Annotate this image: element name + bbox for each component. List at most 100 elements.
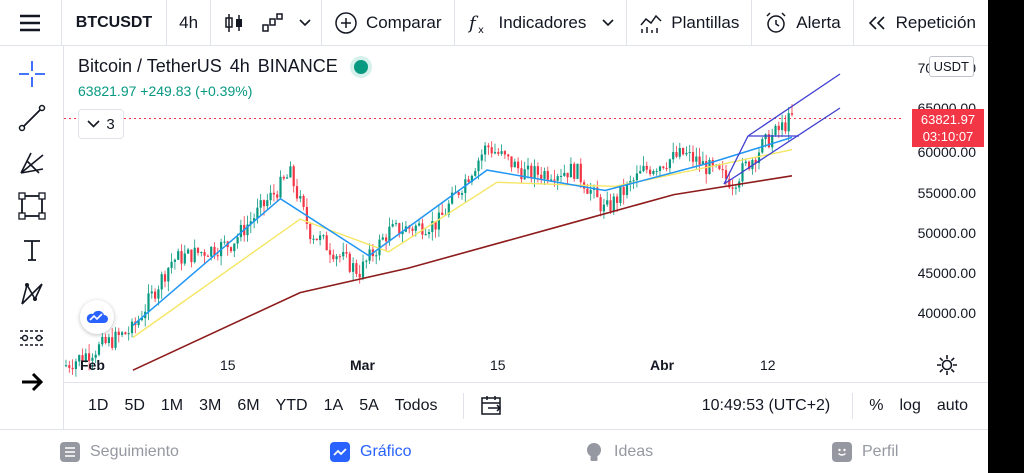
- candle-body: [401, 231, 404, 235]
- chart-type-button[interactable]: [257, 0, 289, 46]
- nav-watchlist[interactable]: Seguimiento: [60, 441, 179, 462]
- rectangle-icon: [17, 192, 46, 220]
- nav-watchlist-label: Seguimiento: [90, 442, 179, 460]
- prediction-tool[interactable]: [0, 316, 64, 360]
- legend-interval: 4h: [229, 56, 250, 76]
- text-tool[interactable]: [0, 228, 64, 272]
- candle-body: [513, 161, 516, 168]
- time-label: Abr: [650, 357, 675, 373]
- candle-body: [414, 225, 417, 231]
- currency-tag[interactable]: USDT: [928, 56, 974, 77]
- percent-scale-toggle[interactable]: %: [869, 397, 884, 414]
- rewind-icon: [866, 14, 888, 32]
- time-axis[interactable]: Feb 15 Mar 15 Abr 12: [64, 350, 988, 382]
- compare-button[interactable]: Comparar: [322, 0, 454, 46]
- more-tools-button[interactable]: [0, 360, 64, 404]
- range-1a[interactable]: 1A: [323, 396, 344, 414]
- candle-body: [325, 235, 328, 251]
- crosshair-icon: [18, 61, 45, 87]
- time-label: 15: [220, 357, 236, 373]
- range-all[interactable]: Todos: [394, 396, 438, 414]
- candle-body: [276, 194, 279, 198]
- price-scale[interactable]: 70000.00 65000.00 60000.00 55000.00 5000…: [904, 46, 988, 382]
- interval-button[interactable]: 4h: [179, 12, 199, 32]
- alert-button[interactable]: Alerta: [752, 0, 852, 46]
- candle-body: [546, 171, 549, 180]
- candle-body: [411, 228, 414, 231]
- candles-group: [64, 104, 794, 377]
- candle-body: [460, 193, 464, 195]
- divider: [321, 0, 322, 46]
- price-chart[interactable]: [64, 46, 988, 382]
- candle-body: [718, 165, 721, 170]
- candle-body: [229, 247, 233, 252]
- candle-body: [566, 172, 569, 178]
- chart-type-dropdown[interactable]: [289, 0, 321, 46]
- candle-body: [157, 289, 160, 299]
- chart-settings-button[interactable]: [936, 354, 958, 381]
- replay-button[interactable]: Repetición: [854, 0, 988, 46]
- parallel-channel-drawing[interactable]: [723, 73, 841, 185]
- indicators-dropdown[interactable]: [598, 0, 626, 46]
- range-1m[interactable]: 1M: [160, 396, 184, 414]
- range-3m[interactable]: 3M: [199, 396, 222, 414]
- candle-body: [88, 353, 91, 361]
- range-ytd[interactable]: YTD: [275, 396, 308, 414]
- tradingview-logo-button[interactable]: [80, 300, 114, 334]
- nav-profile-label: Perfil: [862, 442, 899, 460]
- fib-tool[interactable]: [0, 140, 64, 184]
- pattern-tool[interactable]: [0, 272, 64, 316]
- trend-line-tool[interactable]: [0, 96, 64, 140]
- nav-profile[interactable]: Perfil: [832, 441, 899, 462]
- candle-body: [523, 169, 526, 180]
- price-tick: 40000.00: [917, 305, 976, 321]
- channel-line[interactable]: [723, 107, 841, 185]
- symbol-button[interactable]: BTCUSDT: [75, 13, 153, 31]
- candle-body: [173, 259, 176, 262]
- candle-body: [645, 165, 648, 170]
- candle-body: [437, 212, 440, 230]
- menu-button[interactable]: [0, 0, 62, 46]
- lightbulb-icon: [584, 442, 604, 462]
- candle-body: [533, 166, 536, 179]
- alarm-clock-icon: [764, 11, 788, 35]
- candle-body: [256, 207, 259, 219]
- templates-button[interactable]: Plantillas: [627, 0, 751, 46]
- chevron-down-icon: [299, 18, 311, 26]
- text-icon: [23, 240, 40, 261]
- range-6m[interactable]: 6M: [237, 396, 260, 414]
- bottom-navigation: Seguimiento Gráfico Ideas Perfil: [0, 429, 988, 473]
- goto-date-button[interactable]: [472, 383, 512, 429]
- candle-body: [299, 195, 302, 199]
- last-price-label: 63821.97 03:10:07: [912, 109, 984, 147]
- indicator-count: 3: [106, 115, 115, 133]
- candle-body: [200, 252, 203, 254]
- auto-scale-toggle[interactable]: auto: [936, 397, 968, 414]
- nav-chart[interactable]: Gráfico: [330, 441, 412, 462]
- candle-body: [154, 291, 157, 299]
- indicators-collapse-button[interactable]: 3: [78, 109, 124, 139]
- channel-line[interactable]: [747, 73, 841, 137]
- range-5d[interactable]: 5D: [124, 396, 145, 414]
- candle-body: [233, 243, 236, 252]
- range-5a[interactable]: 5A: [359, 396, 379, 414]
- timezone-clock[interactable]: 10:49:53 (UTC+2): [701, 397, 831, 414]
- nav-ideas[interactable]: Ideas: [584, 442, 653, 462]
- candle-body: [170, 261, 173, 268]
- candle-body: [470, 175, 473, 183]
- log-scale-toggle[interactable]: log: [899, 397, 921, 414]
- time-label: Mar: [350, 357, 375, 373]
- range-1d[interactable]: 1D: [88, 396, 109, 414]
- candle-body: [431, 221, 434, 233]
- shape-tool[interactable]: [0, 184, 64, 228]
- candle-body: [302, 195, 305, 207]
- crosshair-tool[interactable]: [0, 52, 64, 96]
- candles-style-button[interactable]: [211, 0, 257, 46]
- channel-line[interactable]: [723, 135, 749, 185]
- candle-body: [493, 152, 497, 154]
- candle-body: [678, 148, 681, 157]
- pattern-icon: [20, 282, 43, 305]
- candle-body: [447, 203, 450, 215]
- chart-pane[interactable]: Bitcoin / TetherUS 4h BINANCE 63821.97 +…: [64, 46, 988, 382]
